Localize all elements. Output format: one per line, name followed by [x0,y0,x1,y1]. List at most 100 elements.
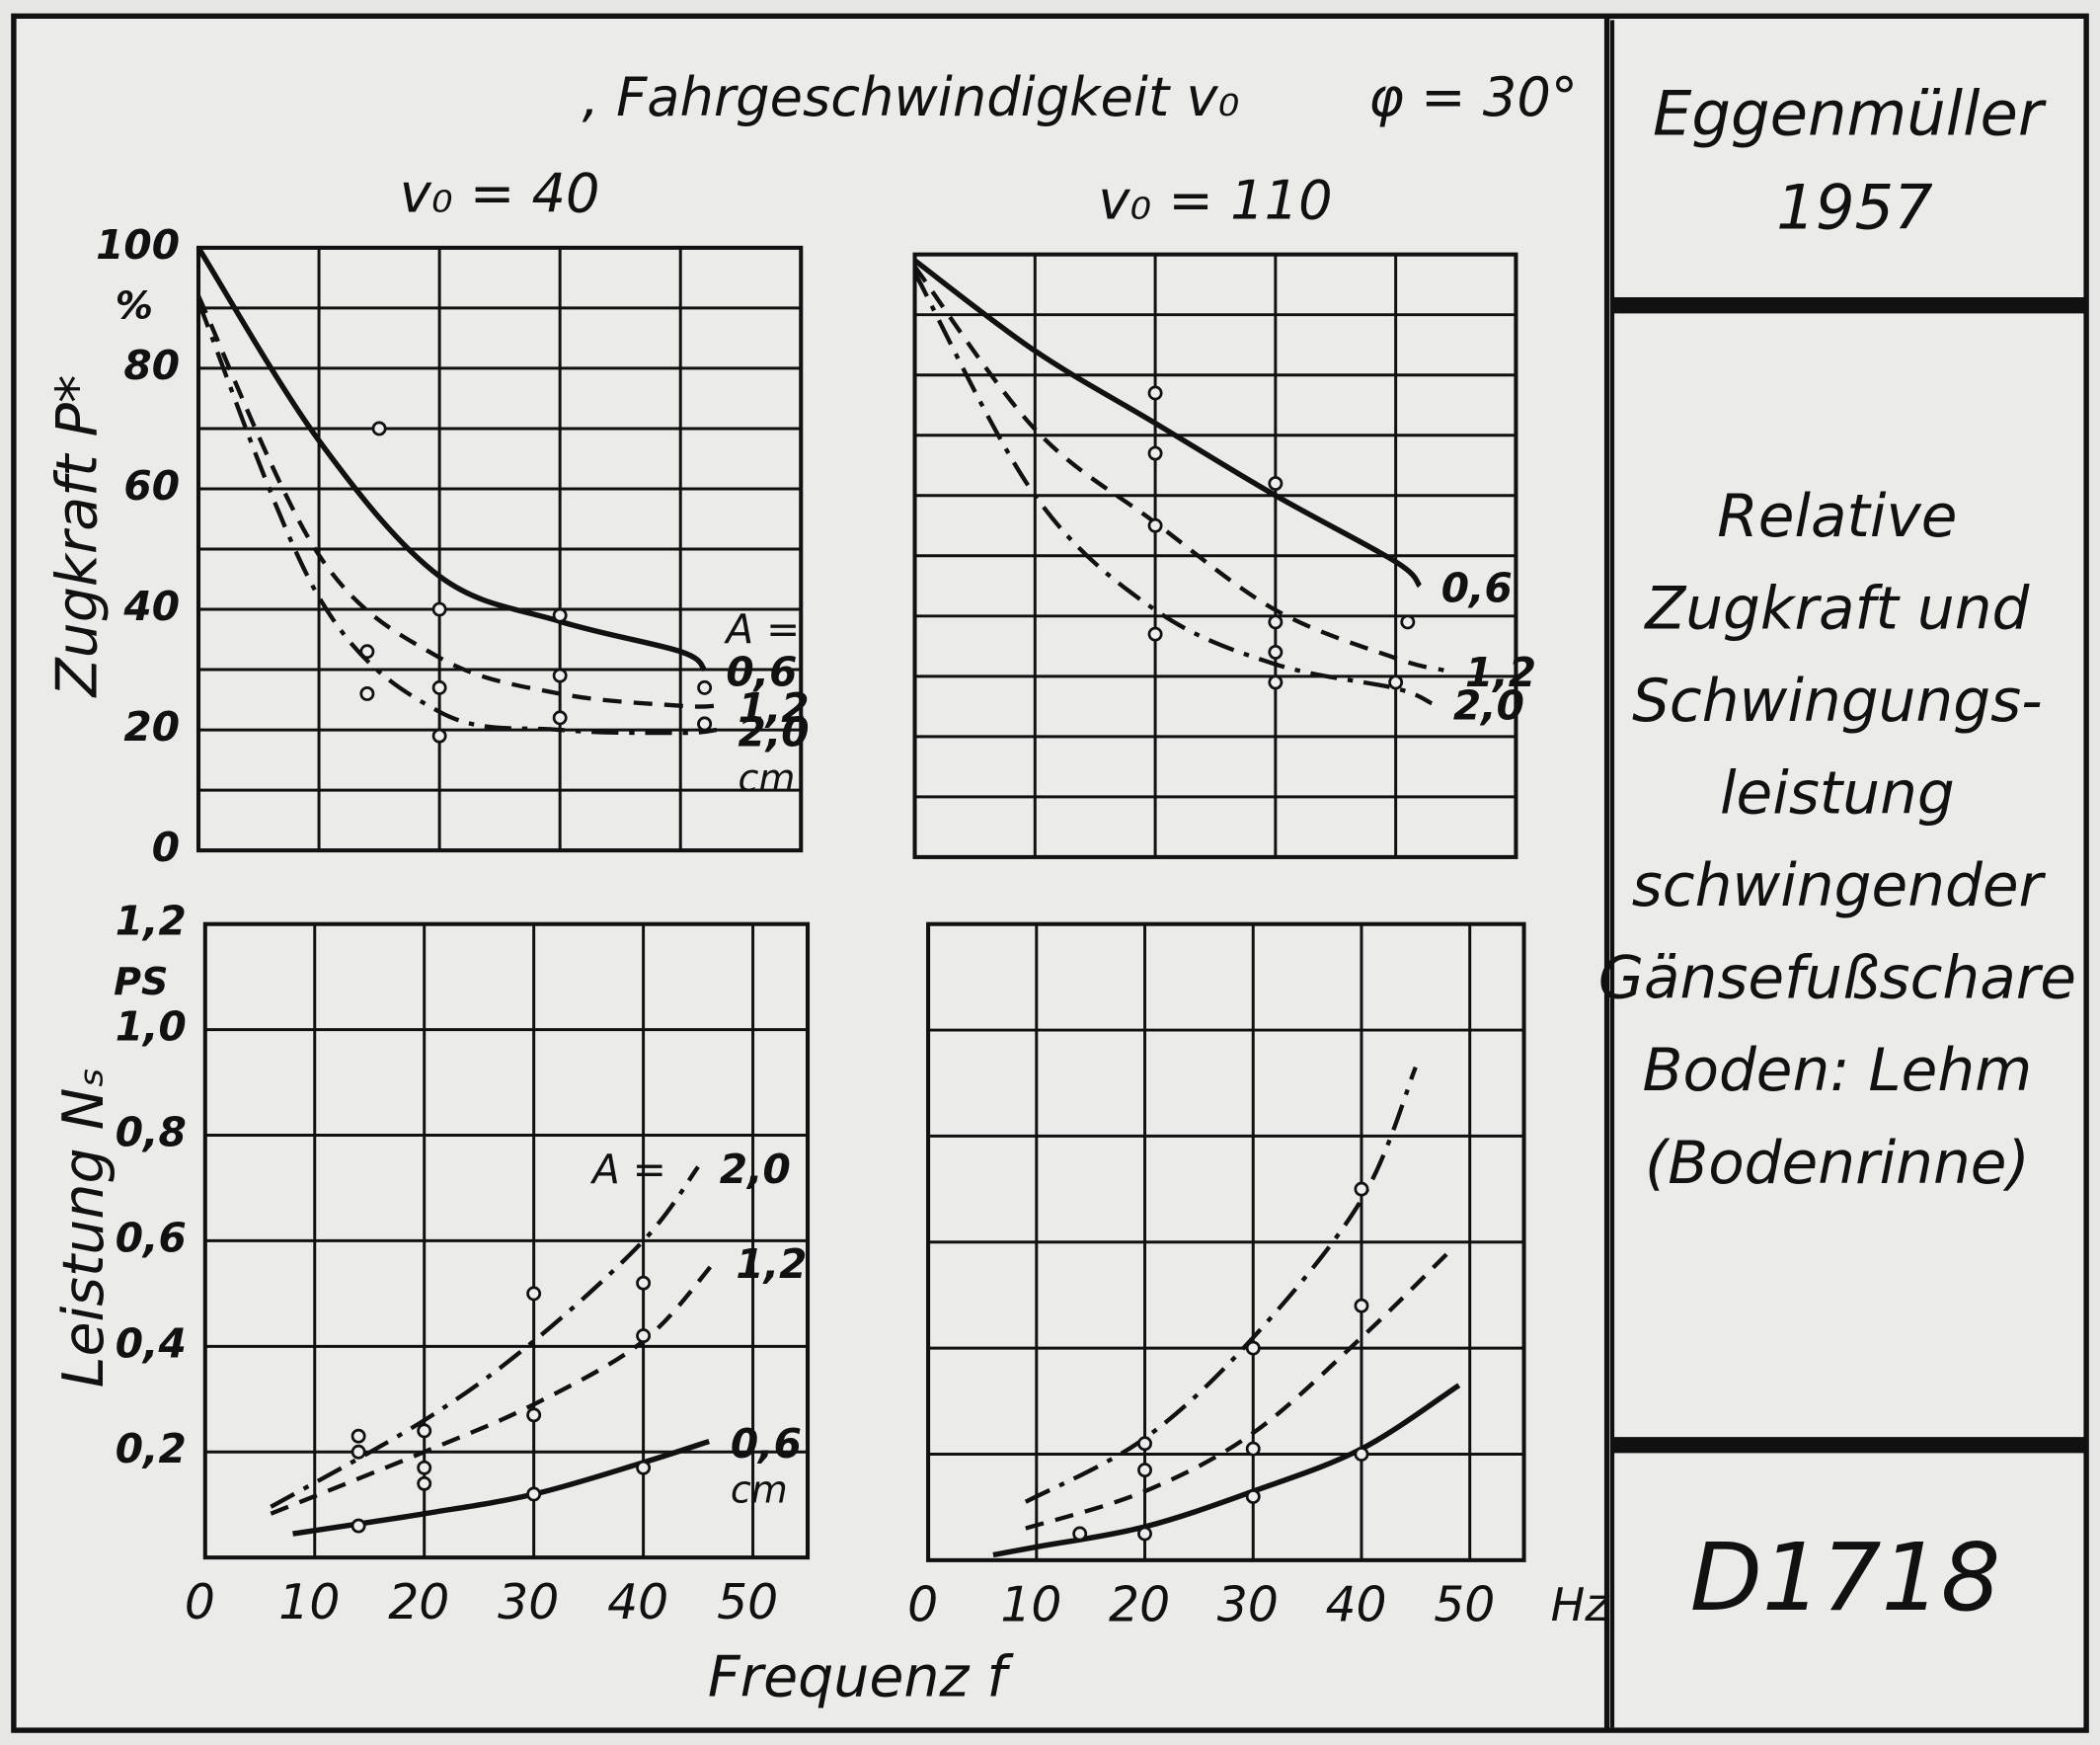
curve-label-prefix: A = [723,605,800,653]
curve-label: 2,0 [1453,682,1524,730]
plot-frame [926,921,1526,1562]
curve-label-unit: cm [739,756,796,800]
y-unit: % [116,283,153,327]
x-tick-label: 0 [907,1577,938,1633]
x-tick-label: 40 [607,1574,668,1630]
y-axis-label: Zugkraft P* [44,375,110,699]
year: 1957 [1776,171,1933,243]
data-point [697,679,713,695]
y-tick-label: 60 [123,462,180,510]
header-title: , Fahrgeschwindigkeit v₀ [583,66,1240,128]
data-point [1147,626,1163,642]
data-point [1072,1526,1088,1542]
data-point [431,728,447,744]
data-point [636,1460,652,1475]
description-line: Boden: Lehm [1643,1037,2033,1105]
data-point [1245,1488,1261,1504]
data-point [1268,644,1283,660]
data-point [1245,1340,1261,1356]
data-point [350,1518,366,1534]
description-line: schwingender [1632,852,2047,920]
curve [1024,1066,1418,1504]
data-point [1268,476,1283,492]
x-tick-label: 30 [498,1574,559,1630]
y-tick-label: 0,6 [116,1214,187,1261]
plot-frame [202,921,811,1560]
author: Eggenmüller [1653,77,2047,149]
data-point [431,679,447,695]
data-point [526,1486,542,1502]
data-point [552,710,568,726]
plot-frame [912,252,1518,859]
y-tick-label: 0,8 [116,1109,187,1156]
x-tick-label: 10 [1000,1577,1061,1633]
data-point [1268,674,1283,690]
data-point [1400,614,1416,630]
curve [270,1260,717,1516]
header-angle: φ = 30° [1368,66,1578,128]
chart-title: v₀ = 110 [1098,169,1332,231]
x-tick-label: 30 [1217,1577,1279,1633]
curve [912,258,1423,589]
curve [912,265,1444,673]
curve [196,294,717,709]
data-point [350,1444,366,1460]
data-point [1137,1526,1152,1542]
description-line: Relative [1717,483,1957,551]
y-unit: PS [114,960,168,1003]
chart-title: v₀ = 40 [400,162,600,224]
y-axis-label: Leistung Nₛ [51,1067,117,1388]
y-tick-label: 0 [152,824,180,871]
x-axis-label: Frequenz f [708,1645,1015,1710]
data-point [417,1475,432,1491]
curve [196,300,718,736]
data-point [526,1407,542,1423]
curve-label: 0,6 [726,648,797,695]
data-point [1147,385,1163,401]
data-point [697,716,713,732]
x-tick-label: 50 [717,1574,778,1630]
curve-label-prefix: A = [589,1146,666,1193]
x-unit: Hz [1551,1578,1611,1631]
data-point [350,1428,366,1444]
data-point [1147,445,1163,461]
curve-label: 2,0 [739,708,810,755]
data-point [1137,1436,1152,1452]
data-point [431,601,447,617]
x-tick-label: 10 [278,1574,340,1630]
y-tick-label: 1,0 [116,1003,187,1051]
data-point [1388,674,1404,690]
y-tick-label: 0,2 [116,1425,187,1472]
curve [912,271,1434,706]
y-tick-label: 80 [123,342,180,389]
y-tick-label: 100 [96,221,180,269]
curve [270,1165,700,1509]
y-tick-label: 0,4 [116,1319,187,1367]
x-tick-label: 0 [185,1574,215,1630]
curve-label: 0,6 [1441,565,1513,612]
curve-label: 2,0 [720,1146,791,1193]
data-point [552,607,568,623]
data-point [1245,1441,1261,1457]
data-point [636,1275,652,1291]
data-point [417,1460,432,1475]
x-tick-label: 20 [1109,1577,1170,1633]
archive-code: D1718 [1690,1524,2001,1632]
description-line: leistung [1720,759,1955,828]
curve [195,246,707,673]
x-tick-label: 20 [388,1574,449,1630]
data-point [1354,1181,1369,1197]
x-tick-label: 50 [1434,1577,1495,1633]
data-point [1268,614,1283,630]
curve-label: 0,6 [731,1420,802,1467]
curve [1025,1250,1450,1531]
x-tick-label: 40 [1326,1577,1387,1633]
plot-frame [195,245,804,853]
description-line: Gänsefußschare [1598,945,2076,1013]
description-line: Schwingungs- [1632,668,2043,736]
curve-label: 1,2 [1465,649,1536,696]
curve-label-unit: cm [731,1468,788,1512]
data-point [526,1286,542,1302]
